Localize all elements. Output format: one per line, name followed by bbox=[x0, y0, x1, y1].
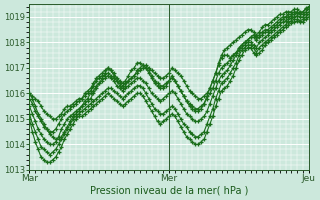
X-axis label: Pression niveau de la mer( hPa ): Pression niveau de la mer( hPa ) bbox=[90, 186, 248, 196]
